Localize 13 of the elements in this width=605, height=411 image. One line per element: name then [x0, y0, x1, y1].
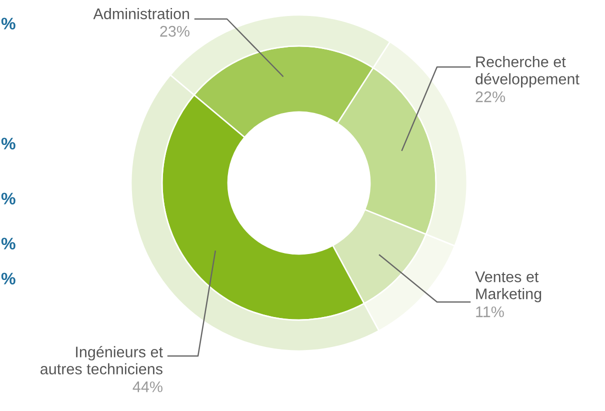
data-label: 44% — [132, 381, 162, 392]
data-label: 11% — [476, 306, 504, 318]
data-label: 23% — [160, 26, 190, 37]
slice-label: Ingénieurs et autres techniciens — [40, 346, 163, 374]
slice-label: Ventes et Marketing — [475, 272, 542, 302]
text: % — [1, 272, 16, 284]
text: % — [1, 18, 16, 30]
slice-label: Recherche et développement — [476, 56, 580, 88]
slice-label: Administration — [93, 8, 190, 20]
text: % — [1, 138, 16, 150]
text: % — [1, 192, 16, 204]
text: % — [1, 238, 16, 250]
data-label: 22% — [476, 91, 506, 102]
